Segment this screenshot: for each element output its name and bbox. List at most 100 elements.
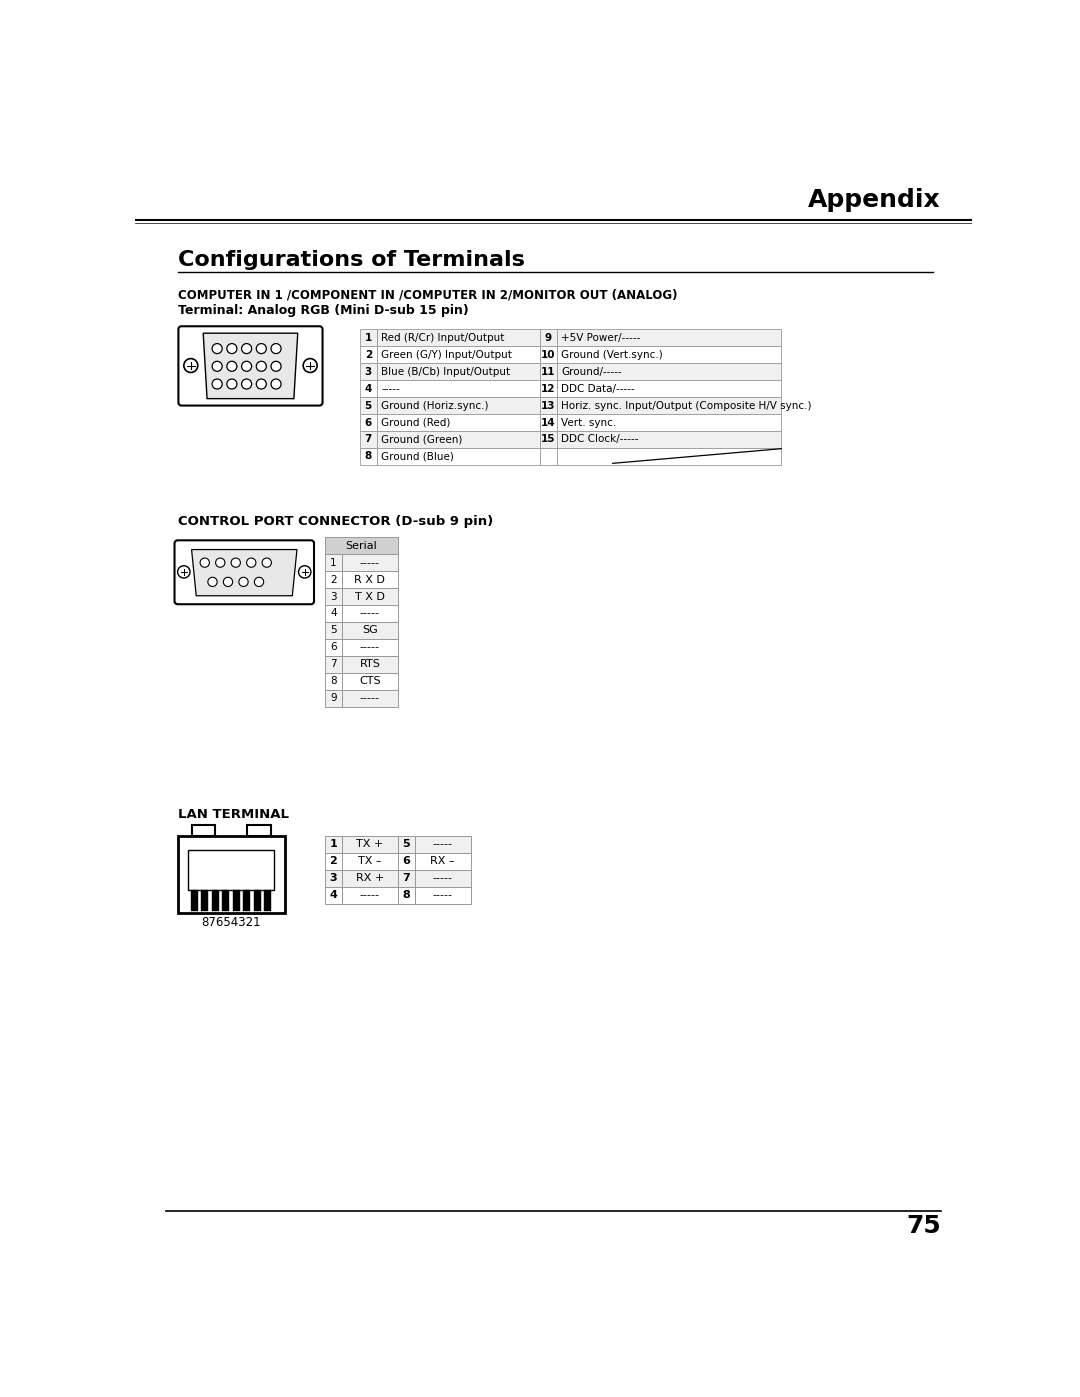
Text: +5V Power/-----: +5V Power/----- <box>562 332 640 342</box>
Circle shape <box>256 379 267 388</box>
Bar <box>556 448 781 465</box>
Text: Ground (Red): Ground (Red) <box>381 418 450 427</box>
Text: 75: 75 <box>906 1214 941 1238</box>
Bar <box>540 397 556 414</box>
Bar <box>540 448 556 465</box>
Text: Ground (Vert.sync.): Ground (Vert.sync.) <box>562 349 663 360</box>
Bar <box>556 432 781 448</box>
Bar <box>342 555 397 571</box>
Circle shape <box>256 344 267 353</box>
Bar <box>415 854 471 870</box>
Text: 2: 2 <box>330 574 337 584</box>
Bar <box>325 588 342 605</box>
Text: 6: 6 <box>403 856 410 866</box>
Bar <box>342 571 397 588</box>
Text: Blue (B/Cb) Input/Output: Blue (B/Cb) Input/Output <box>381 366 511 377</box>
Text: CTS: CTS <box>359 676 380 686</box>
Text: Green (G/Y) Input/Output: Green (G/Y) Input/Output <box>381 349 512 360</box>
Text: COMPUTER IN 1 /COMPONENT IN /COMPUTER IN 2/MONITOR OUT (ANALOG): COMPUTER IN 1 /COMPONENT IN /COMPUTER IN… <box>177 288 677 302</box>
Bar <box>342 655 397 673</box>
Text: -----: ----- <box>360 557 380 567</box>
Text: 6: 6 <box>365 418 372 427</box>
Text: 13: 13 <box>541 401 555 411</box>
Circle shape <box>216 557 225 567</box>
Bar <box>342 605 397 622</box>
Bar <box>377 380 540 397</box>
Bar <box>264 890 271 911</box>
Text: 12: 12 <box>541 384 555 394</box>
Text: -----: ----- <box>433 873 453 883</box>
Circle shape <box>227 379 237 388</box>
Bar <box>191 826 215 835</box>
Text: -----: ----- <box>360 890 380 900</box>
Circle shape <box>227 344 237 353</box>
Bar <box>377 414 540 432</box>
Circle shape <box>246 557 256 567</box>
Bar <box>377 330 540 346</box>
Text: 4: 4 <box>330 609 337 619</box>
Bar <box>377 346 540 363</box>
Text: 7: 7 <box>403 873 410 883</box>
Bar <box>342 690 397 707</box>
Text: 11: 11 <box>541 366 555 377</box>
Text: RTS: RTS <box>360 659 380 669</box>
Text: TX +: TX + <box>356 840 383 849</box>
Circle shape <box>298 566 311 578</box>
Bar <box>325 673 342 690</box>
Bar <box>342 588 397 605</box>
Text: 8: 8 <box>330 676 337 686</box>
Text: 5: 5 <box>330 626 337 636</box>
Bar <box>342 887 397 904</box>
Circle shape <box>242 362 252 372</box>
Bar <box>540 346 556 363</box>
Bar <box>377 363 540 380</box>
Text: 7: 7 <box>330 659 337 669</box>
Bar <box>540 380 556 397</box>
Bar <box>377 448 540 465</box>
Bar <box>415 835 471 854</box>
Bar <box>325 638 342 655</box>
Circle shape <box>227 362 237 372</box>
Bar <box>342 622 397 638</box>
Bar <box>556 414 781 432</box>
Bar <box>342 870 397 887</box>
Text: 8: 8 <box>365 451 372 461</box>
Text: Terminal: Analog RGB (Mini D-sub 15 pin): Terminal: Analog RGB (Mini D-sub 15 pin) <box>177 303 469 317</box>
Circle shape <box>271 344 281 353</box>
Bar <box>397 870 415 887</box>
Circle shape <box>212 362 222 372</box>
Text: T X D: T X D <box>355 591 384 602</box>
Text: 9: 9 <box>330 693 337 703</box>
Text: TX –: TX – <box>359 856 381 866</box>
Bar <box>377 397 540 414</box>
Text: 4: 4 <box>329 890 337 900</box>
Text: 8: 8 <box>403 890 410 900</box>
Bar <box>325 655 342 673</box>
Text: 3: 3 <box>365 366 372 377</box>
Text: 7: 7 <box>365 434 372 444</box>
Bar <box>254 890 260 911</box>
Text: R X D: R X D <box>354 574 386 584</box>
Circle shape <box>303 359 318 373</box>
Text: RX +: RX + <box>355 873 384 883</box>
Bar <box>397 835 415 854</box>
Circle shape <box>242 344 252 353</box>
Bar <box>540 414 556 432</box>
Circle shape <box>212 344 222 353</box>
Bar <box>397 887 415 904</box>
Bar <box>342 835 397 854</box>
Bar <box>415 870 471 887</box>
Circle shape <box>177 566 190 578</box>
Bar <box>360 448 377 465</box>
Text: Appendix: Appendix <box>808 189 941 212</box>
Bar <box>540 363 556 380</box>
Bar <box>325 854 342 870</box>
Bar <box>325 887 342 904</box>
Bar <box>325 555 342 571</box>
Text: 14: 14 <box>541 418 555 427</box>
Text: 10: 10 <box>541 349 555 360</box>
Circle shape <box>255 577 264 587</box>
Bar <box>325 690 342 707</box>
Bar <box>556 346 781 363</box>
Circle shape <box>256 362 267 372</box>
